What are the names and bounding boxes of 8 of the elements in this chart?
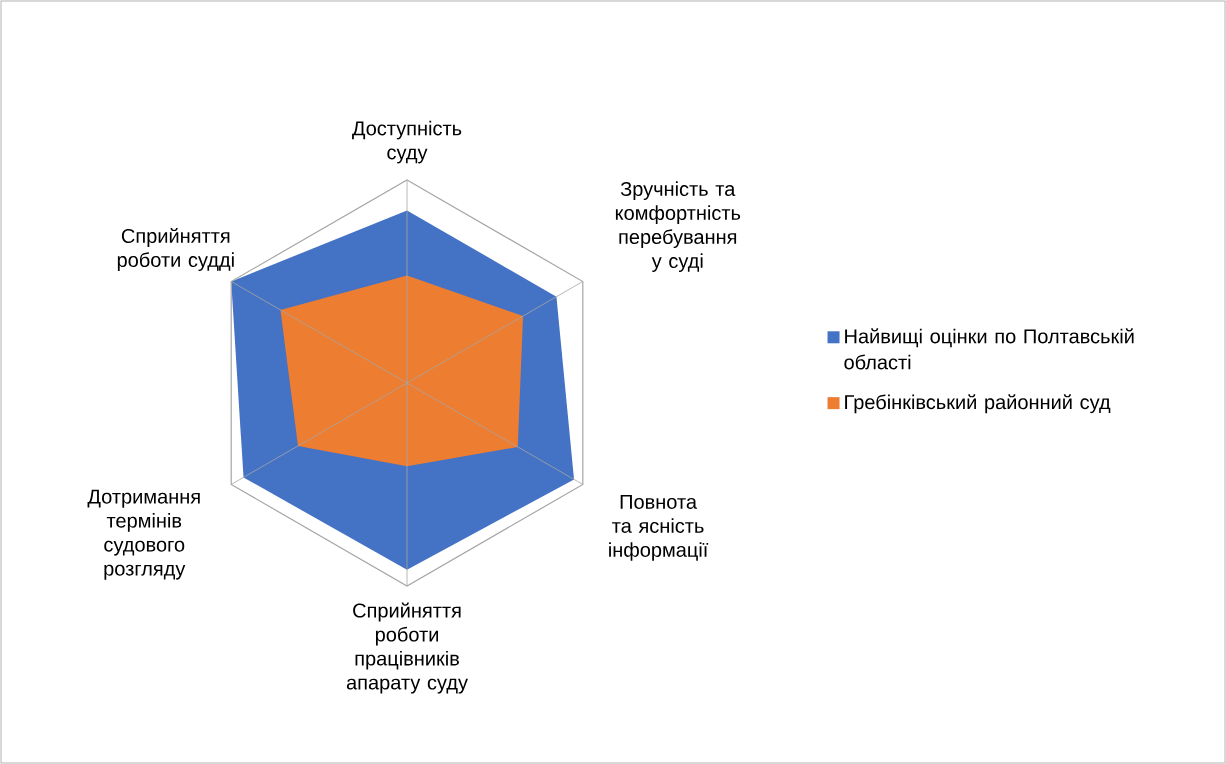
spoke-label: Дотримання термінів судового розгляду [87,489,200,580]
spoke-label: Доступність суду [352,120,462,164]
spoke-label: Сприйняття роботи працівників апарату суду [346,602,468,694]
spoke-label: Повнота та ясність інформації [609,494,709,561]
legend-label: Гребінківський районний суд [845,394,1111,414]
spoke-label: Сприйняття роботи судді [117,227,234,271]
legend-label: Найвищі оцінки по Полтавській області [844,328,1134,370]
spoke-label: Зручність та комфортність перебування у суді [615,181,741,272]
